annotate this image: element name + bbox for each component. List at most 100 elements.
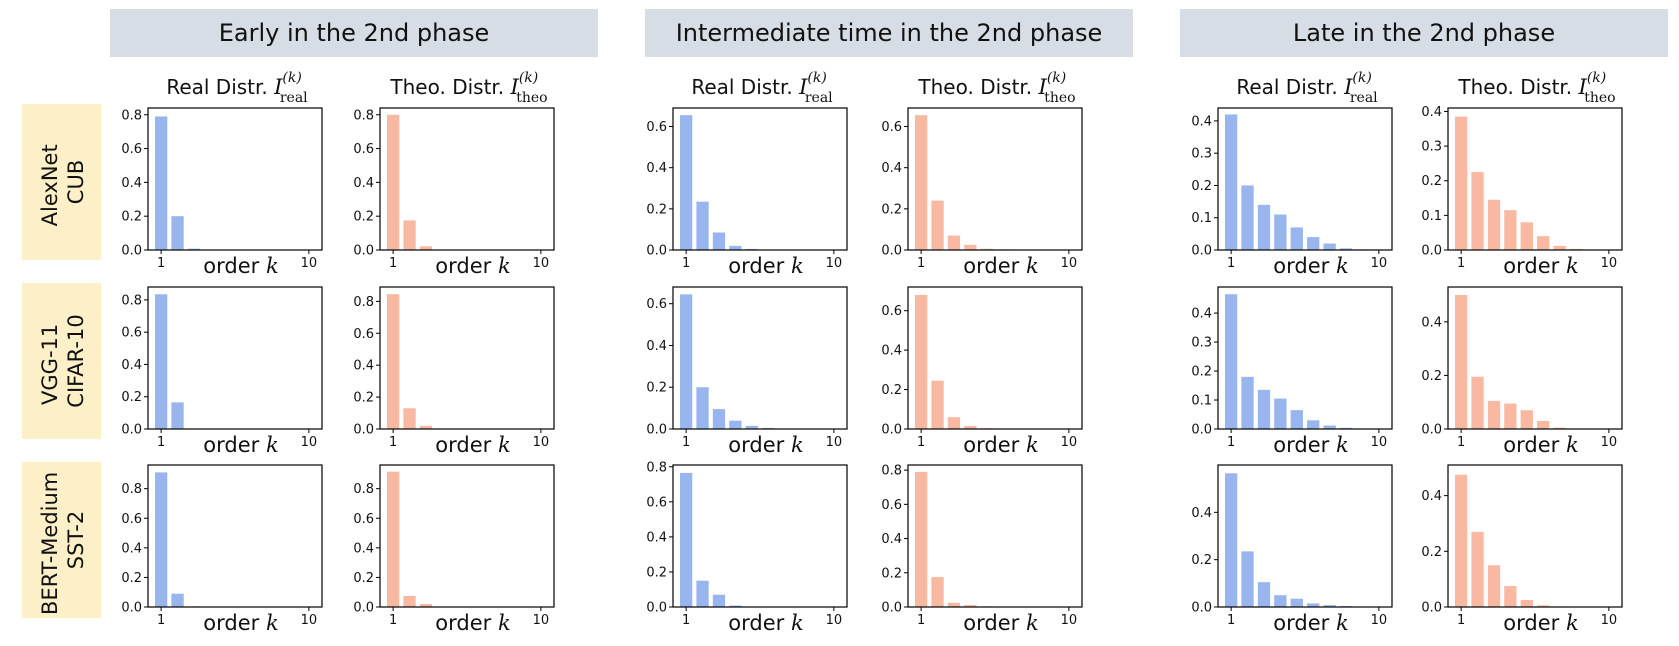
bar [419, 246, 433, 250]
bar [696, 387, 709, 429]
y-tick-label: 0.0 [881, 244, 902, 259]
x-tick-label: 1 [389, 613, 397, 628]
y-tick-label: 0.2 [881, 202, 902, 217]
bar [1274, 595, 1287, 607]
axes-frame [379, 286, 555, 430]
x-axis-label: order k [203, 611, 278, 635]
row-dataset-1: CIFAR-10 [64, 314, 88, 407]
bar [931, 200, 944, 250]
bar [947, 417, 961, 429]
y-tick-label: 0.3 [1191, 336, 1212, 351]
x-tick-label: 10 [533, 435, 550, 450]
column-titles: Real Distr. I(k) real Theo. Distr. I(k) the… [166, 70, 1615, 106]
subplot-title-sub: theo [1584, 90, 1615, 106]
y-tick-label: 0.4 [121, 176, 142, 191]
bar [1323, 243, 1336, 250]
x-axis-label: order k [203, 254, 278, 278]
subplot-title-symbol: I [510, 75, 520, 99]
x-tick-label: 10 [1371, 435, 1388, 450]
bar [171, 593, 184, 607]
bar [419, 425, 433, 429]
axes-frame [147, 107, 323, 251]
x-axis-label: order k [435, 433, 510, 457]
x-tick-label: 10 [301, 613, 318, 628]
y-tick-label: 0.1 [1191, 211, 1212, 226]
x-tick-label: 10 [826, 256, 843, 271]
y-tick-label: 0.4 [646, 161, 667, 176]
axes-frame [1217, 107, 1393, 251]
bar [745, 425, 758, 429]
bar [1257, 389, 1271, 429]
y-tick-label: 0.3 [1191, 147, 1212, 162]
x-axis-label: order k [435, 611, 510, 635]
y-tick-label: 0.8 [881, 464, 902, 479]
y-tick-label: 0.2 [1191, 553, 1212, 568]
y-tick-label: 0.0 [121, 423, 142, 438]
bar [696, 201, 709, 250]
subplot-title-sup: (k) [519, 70, 538, 86]
bar [1241, 185, 1254, 250]
bar [386, 294, 400, 429]
panel-r0-p0-real: 0.0 0.2 0.4 0.6 0.8 1 10 order k [121, 107, 323, 278]
x-tick-label: 1 [1227, 435, 1235, 450]
subplot-title-text: Real Distr. [1236, 75, 1344, 99]
bar [1257, 582, 1271, 607]
axes-frame [672, 286, 848, 430]
subplot-title-symbol: I [798, 75, 808, 99]
bar [154, 472, 168, 607]
subplot-title-2: Real Distr. I(k) real [691, 70, 833, 106]
x-axis-label: order k [203, 433, 278, 457]
y-tick-label: 0.2 [353, 571, 374, 586]
bar [1487, 565, 1501, 607]
panel-r1-p1-theo: 0.0 0.2 0.4 0.6 1 10 order k [881, 286, 1083, 457]
y-tick-label: 0.2 [121, 390, 142, 405]
y-tick-label: 0.0 [881, 601, 902, 616]
y-tick-label: 0.0 [121, 601, 142, 616]
phase-header-2: Late in the 2nd phase [1180, 9, 1668, 57]
bar [1553, 427, 1566, 429]
bar [1257, 204, 1271, 250]
panel-r2-p0-real: 0.0 0.2 0.4 0.6 0.8 1 10 order k [121, 464, 323, 635]
subplot-title-1: Theo. Distr. I(k) theo [389, 70, 547, 106]
x-tick-label: 1 [917, 435, 925, 450]
panel-r0-p1-real: 0.0 0.2 0.4 0.6 1 10 order k [646, 107, 848, 278]
y-tick-label: 0.4 [1421, 315, 1442, 330]
y-tick-label: 0.6 [881, 304, 902, 319]
bar [1487, 400, 1501, 429]
bar [679, 115, 693, 250]
y-tick-label: 0.4 [121, 541, 142, 556]
bar [386, 114, 400, 250]
axes-frame [1447, 286, 1623, 430]
row-label-2: BERT-Medium SST-2 [22, 462, 101, 618]
bar [1307, 603, 1320, 607]
phase-header-0: Early in the 2nd phase [110, 9, 598, 57]
x-tick-label: 10 [1061, 613, 1078, 628]
subplot-title-3: Theo. Distr. I(k) theo [917, 70, 1075, 106]
bar [1537, 605, 1550, 607]
y-tick-label: 0.4 [353, 176, 374, 191]
y-tick-label: 0.6 [646, 495, 667, 510]
x-tick-label: 10 [1601, 435, 1618, 450]
x-tick-label: 1 [917, 256, 925, 271]
x-axis-label: order k [1273, 433, 1348, 457]
svg-text:Theo. Distr. I(k)theo: Theo. Distr. I(k) theo [1457, 70, 1615, 106]
x-tick-label: 10 [1371, 256, 1388, 271]
y-tick-label: 0.1 [1191, 394, 1212, 409]
axes-frame [147, 286, 323, 430]
bar [1307, 420, 1320, 429]
subplot-title-5: Theo. Distr. I(k) theo [1457, 70, 1615, 106]
bar [712, 232, 726, 250]
axes-frame [672, 464, 848, 608]
bar [403, 220, 416, 250]
panel-r1-p1-real: 0.0 0.2 0.4 0.6 1 10 order k [646, 286, 848, 457]
bar [679, 294, 693, 429]
x-tick-label: 1 [682, 613, 690, 628]
row-dataset-0: CUB [64, 160, 88, 204]
y-tick-label: 0.8 [353, 482, 374, 497]
x-tick-label: 1 [1457, 256, 1465, 271]
y-tick-label: 0.6 [121, 326, 142, 341]
panel-r0-p0-theo: 0.0 0.2 0.4 0.6 0.8 1 10 order k [353, 107, 555, 278]
subplot-title-text: Theo. Distr. [1457, 75, 1578, 99]
y-tick-label: 0.8 [121, 482, 142, 497]
y-tick-label: 0.6 [353, 142, 374, 157]
